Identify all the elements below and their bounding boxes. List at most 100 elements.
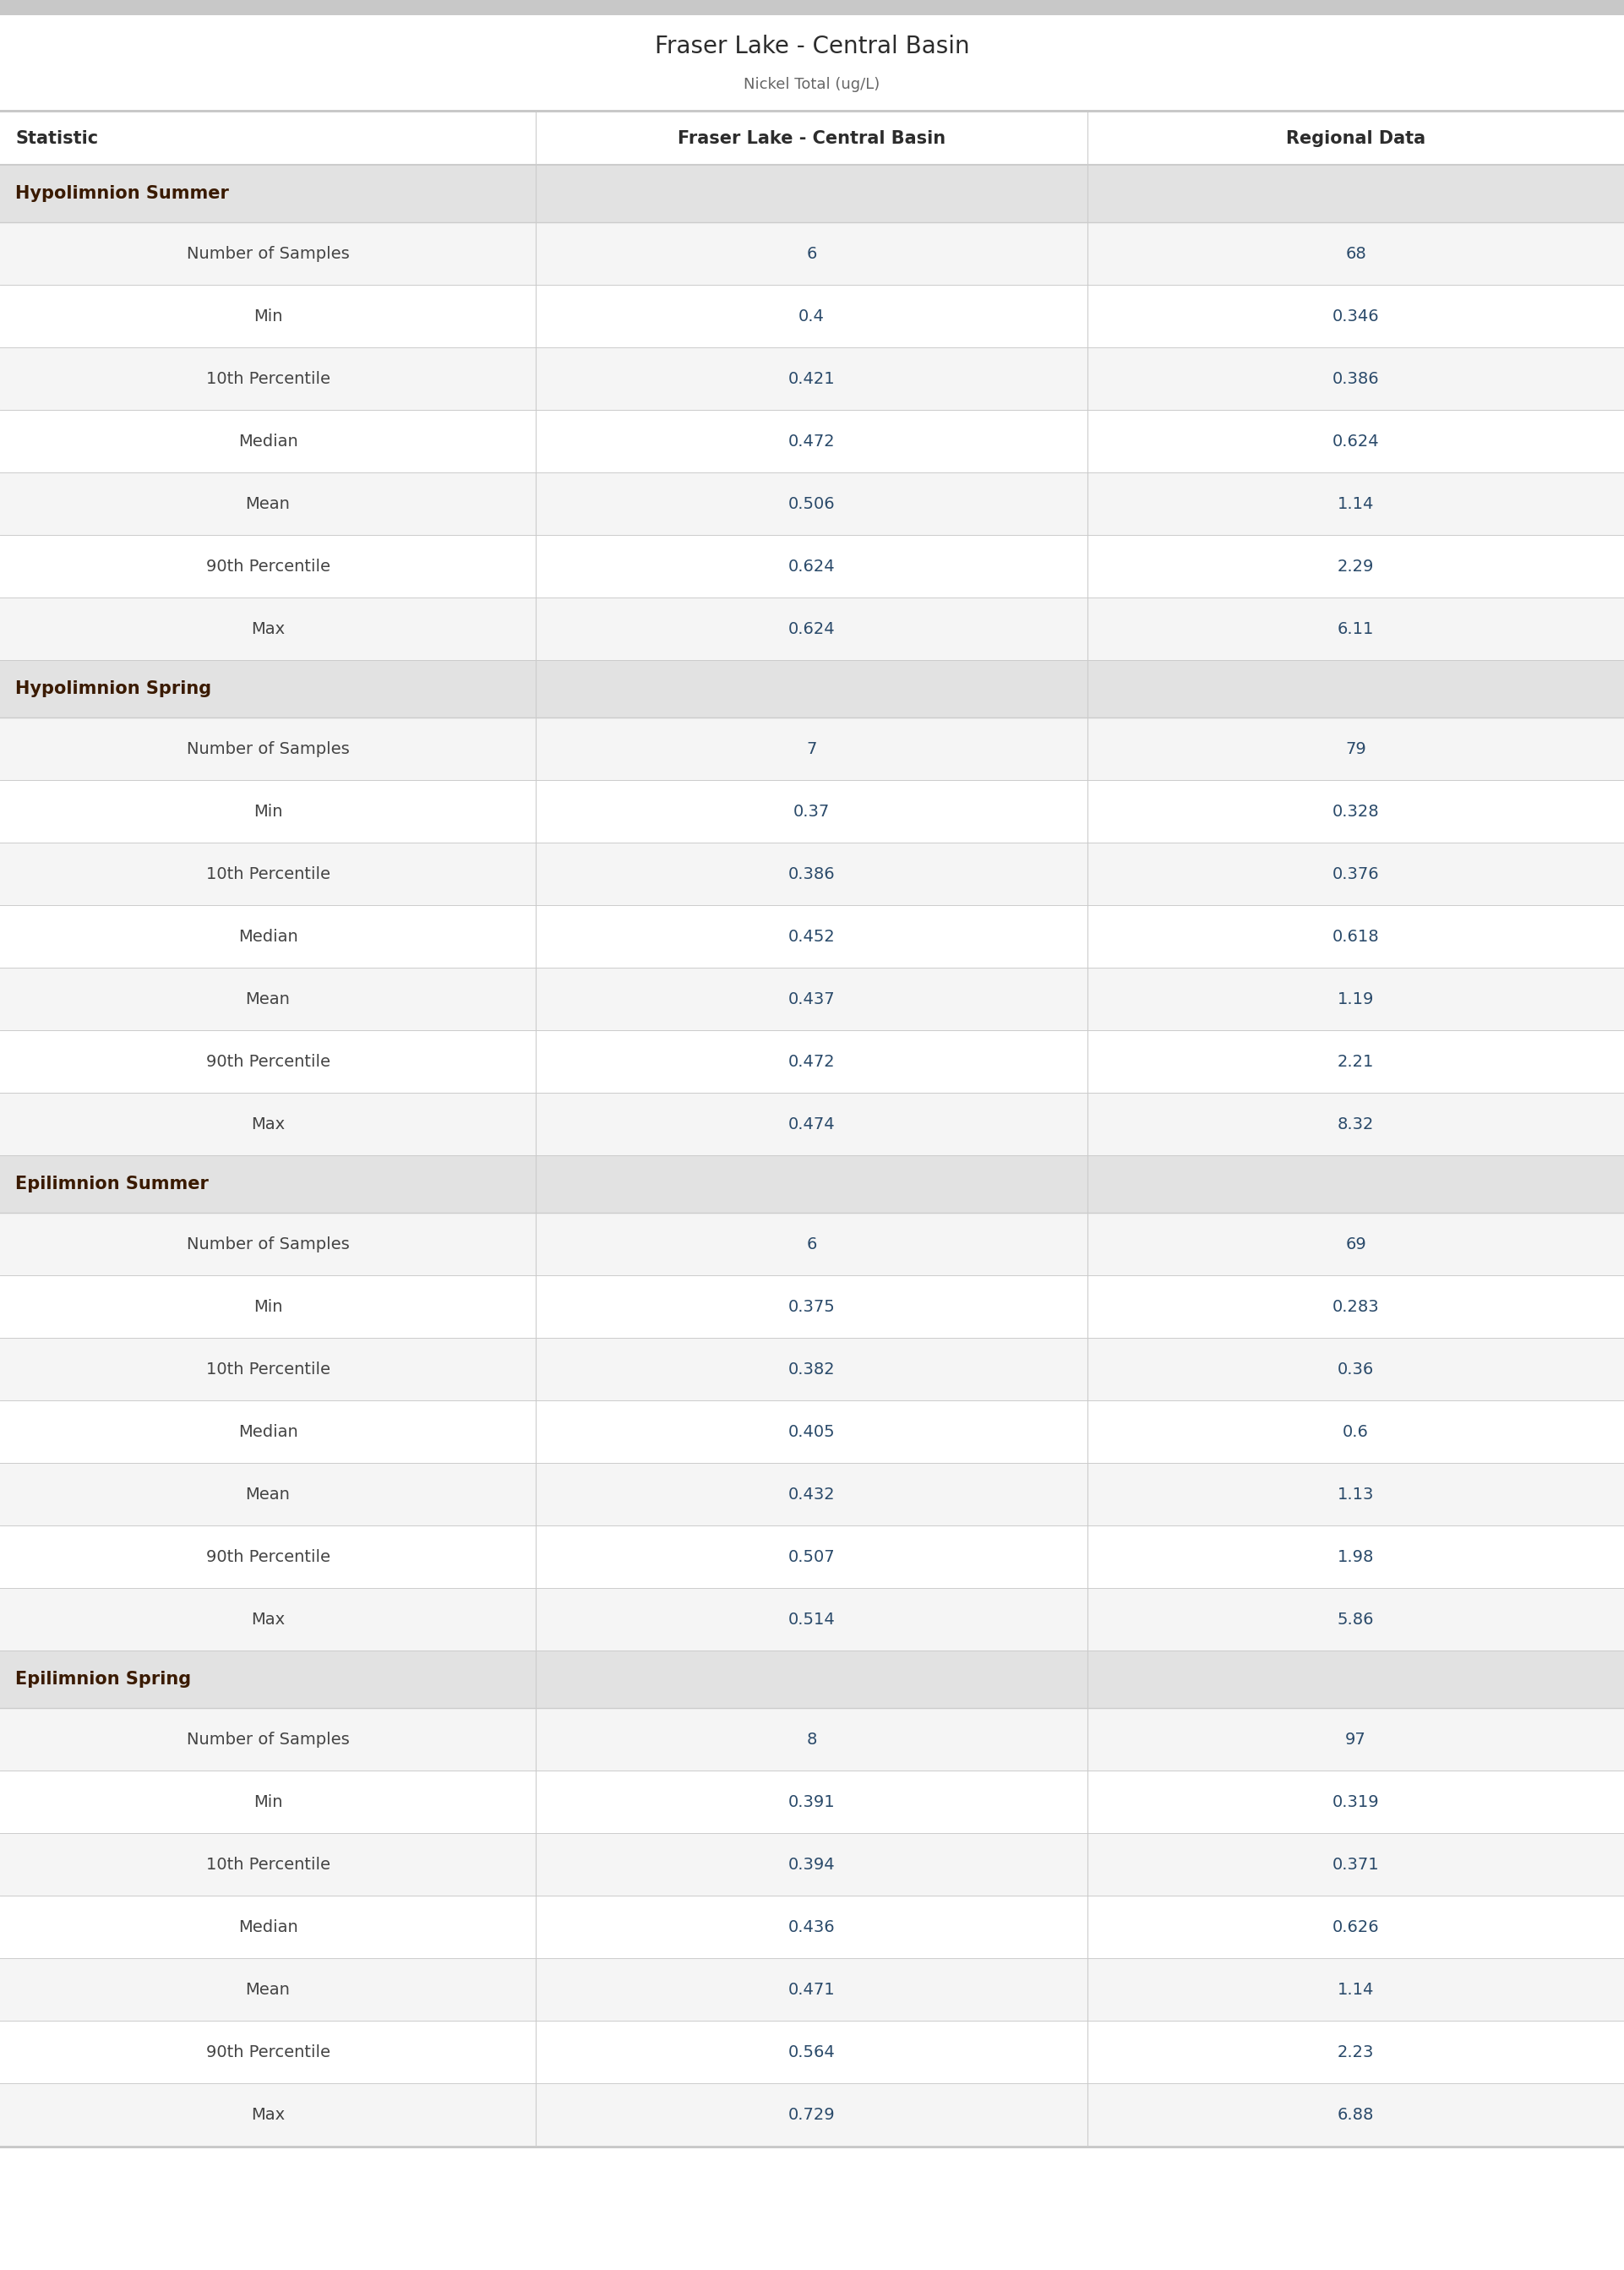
Bar [0,1155,1624,1212]
Bar [0,1959,1624,2020]
Bar [0,1895,1624,1959]
Text: 0.618: 0.618 [1332,928,1379,944]
Text: 0.371: 0.371 [1332,1857,1379,1873]
Text: 8: 8 [807,1732,817,1748]
Bar [0,411,1624,472]
Text: 8.32: 8.32 [1338,1117,1374,1133]
Text: 0.507: 0.507 [788,1548,835,1564]
Text: 2.21: 2.21 [1338,1053,1374,1069]
Text: Hypolimnion Spring: Hypolimnion Spring [15,681,211,697]
Text: 0.436: 0.436 [788,1918,835,1934]
Text: 0.514: 0.514 [788,1612,835,1628]
Text: Number of Samples: Number of Samples [187,740,349,756]
Text: Mean: Mean [245,495,291,511]
Bar [0,1525,1624,1589]
Bar [0,114,1624,166]
Text: Median: Median [239,928,297,944]
Bar [0,906,1624,967]
Bar [0,2145,1624,2147]
Text: 0.405: 0.405 [788,1423,835,1439]
Text: 2.23: 2.23 [1338,2043,1374,2059]
Text: 1.14: 1.14 [1338,1982,1374,1998]
Text: 0.375: 0.375 [788,1298,835,1314]
Text: Epilimnion Spring: Epilimnion Spring [15,1671,192,1687]
Bar [0,661,1624,717]
Text: 0.437: 0.437 [788,992,835,1008]
Bar [0,109,1624,114]
Text: 10th Percentile: 10th Percentile [206,865,330,881]
Text: Min: Min [253,1298,283,1314]
Text: Fraser Lake - Central Basin: Fraser Lake - Central Basin [677,129,945,148]
Bar [0,1707,1624,1771]
Bar [0,1276,1624,1337]
Text: Number of Samples: Number of Samples [187,1235,349,1253]
Bar [0,166,1624,222]
Text: 0.391: 0.391 [788,1793,835,1809]
Text: 1.13: 1.13 [1338,1487,1374,1503]
Text: 0.472: 0.472 [788,434,835,449]
Text: 10th Percentile: 10th Percentile [206,370,330,386]
Text: 0.382: 0.382 [788,1362,835,1378]
Text: 0.506: 0.506 [788,495,835,511]
Text: 90th Percentile: 90th Percentile [206,1053,330,1069]
Bar [0,597,1624,661]
Text: 0.471: 0.471 [788,1982,835,1998]
Bar [0,1092,1624,1155]
Text: 0.386: 0.386 [788,865,835,881]
Text: Min: Min [253,309,283,325]
Text: 10th Percentile: 10th Percentile [206,1857,330,1873]
Bar [0,536,1624,597]
Text: Mean: Mean [245,1982,291,1998]
Text: 6: 6 [807,1235,817,1253]
Text: 6.88: 6.88 [1338,2107,1374,2122]
Bar [0,347,1624,411]
Text: 0.624: 0.624 [1332,434,1379,449]
Text: Nickel Total (ug/L): Nickel Total (ug/L) [744,77,880,93]
Bar [0,1212,1624,1276]
Text: 6.11: 6.11 [1338,620,1374,638]
Text: Min: Min [253,1793,283,1809]
Text: 0.4: 0.4 [799,309,825,325]
Text: 0.564: 0.564 [788,2043,835,2059]
Text: Mean: Mean [245,1487,291,1503]
Text: 68: 68 [1345,245,1366,261]
Bar [0,472,1624,536]
Bar [0,1031,1624,1092]
Text: Number of Samples: Number of Samples [187,245,349,261]
Bar [0,842,1624,906]
Text: 0.394: 0.394 [788,1857,835,1873]
Text: Statistic: Statistic [15,129,97,148]
Text: 0.452: 0.452 [788,928,835,944]
Text: Max: Max [250,1612,284,1628]
Text: 0.346: 0.346 [1332,309,1379,325]
Bar [0,0,1624,16]
Text: Fraser Lake - Central Basin: Fraser Lake - Central Basin [654,34,970,59]
Text: Min: Min [253,804,283,819]
Bar [0,1771,1624,1834]
Text: 0.328: 0.328 [1332,804,1379,819]
Text: Regional Data: Regional Data [1286,129,1426,148]
Text: 2.29: 2.29 [1338,558,1374,574]
Text: 1.19: 1.19 [1338,992,1374,1008]
Text: 6: 6 [807,245,817,261]
Text: 69: 69 [1345,1235,1366,1253]
Text: 0.624: 0.624 [788,558,835,574]
Text: 7: 7 [807,740,817,756]
Text: 79: 79 [1345,740,1366,756]
Bar [0,781,1624,842]
Text: Median: Median [239,1423,297,1439]
Text: 1.98: 1.98 [1338,1548,1374,1564]
Text: 0.36: 0.36 [1338,1362,1374,1378]
Text: 0.472: 0.472 [788,1053,835,1069]
Text: 90th Percentile: 90th Percentile [206,1548,330,1564]
Text: 5.86: 5.86 [1337,1612,1374,1628]
Text: Max: Max [250,1117,284,1133]
Text: 97: 97 [1345,1732,1366,1748]
Text: 0.386: 0.386 [1332,370,1379,386]
Bar [0,2084,1624,2145]
Text: 1.14: 1.14 [1338,495,1374,511]
Bar [0,1401,1624,1462]
Bar [0,1462,1624,1525]
Text: 0.432: 0.432 [788,1487,835,1503]
Text: 0.474: 0.474 [788,1117,835,1133]
